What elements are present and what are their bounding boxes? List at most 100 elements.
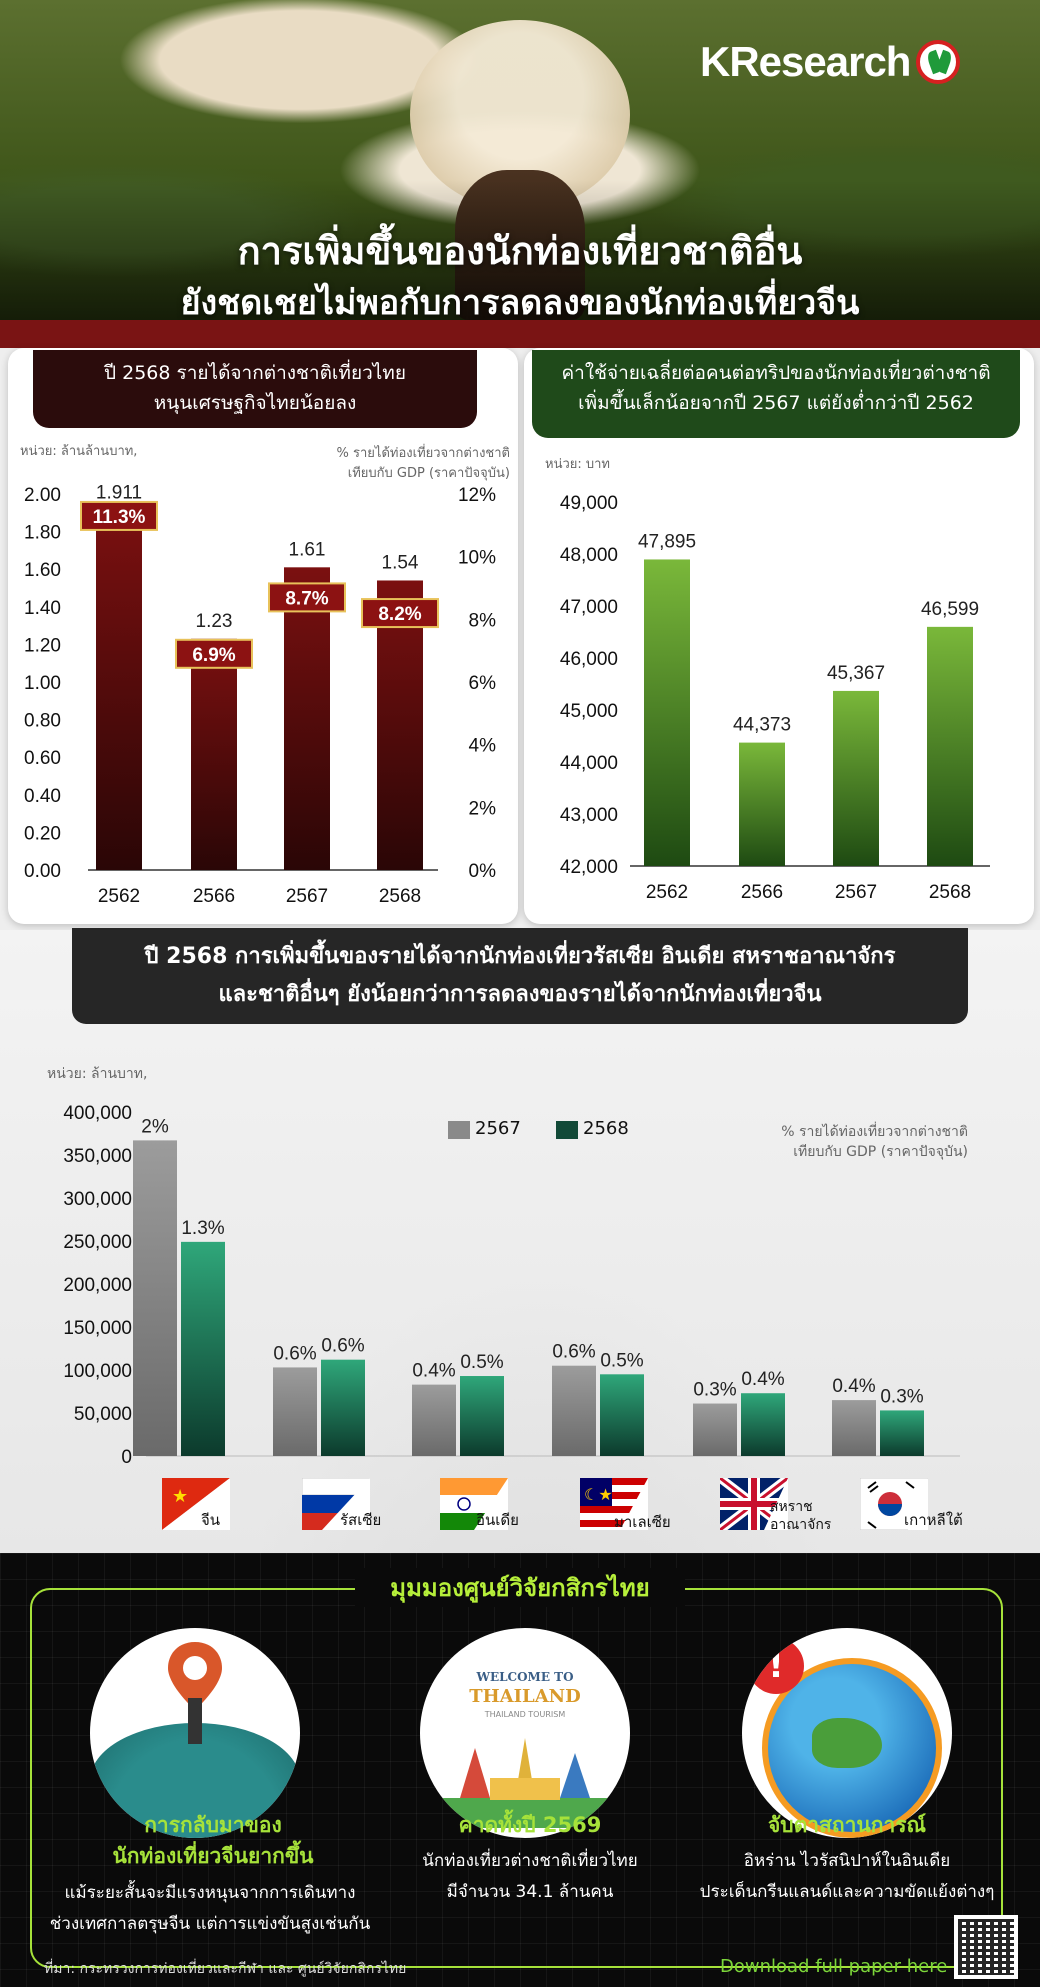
bar-2568 (321, 1359, 365, 1456)
spending-bar-chart: 42,000 43,000 44,000 45,000 46,000 47,000 48,0… (560, 493, 990, 903)
y-tick-label: 400,000 (63, 1103, 132, 1124)
y-tick-label: 1.80 (24, 523, 61, 544)
pct-label-2568: 1.3% (181, 1218, 224, 1239)
pct-badge-label: 11.3% (93, 507, 146, 528)
y2-tick-label: 12% (458, 485, 496, 506)
legend-label-2568: 2568 (583, 1118, 629, 1139)
bar-2568 (600, 1374, 644, 1456)
south-korea-flag-icon (860, 1478, 928, 1530)
bar (739, 742, 785, 866)
india-flag-icon (440, 1478, 508, 1530)
bar-2568 (741, 1393, 785, 1456)
bar-value-label: 44,373 (733, 715, 791, 736)
x-tick-label: 2567 (286, 886, 328, 907)
y-tick-label: 200,000 (63, 1275, 132, 1296)
map-pin-icon (168, 1642, 222, 1744)
y-tick-label: 0.60 (24, 748, 61, 769)
y-tick-label: 0.20 (24, 823, 61, 844)
y-tick-label: 1.20 (24, 635, 61, 656)
bar-value-label: 46,599 (921, 599, 979, 620)
alert-icon: ! (748, 1638, 804, 1694)
welcome-thailand-illustration: WELCOME TO THAILAND THAILAND TOURISM (420, 1628, 630, 1838)
kresearch-logo: KResearch (700, 38, 961, 86)
bar-2567 (693, 1403, 737, 1456)
bar-2567 (273, 1367, 317, 1456)
y2-tick-label: 2% (469, 798, 497, 819)
chinese-traveler-illustration (90, 1628, 300, 1838)
hero-title-line1: การเพิ่มขึ้นของนักท่องเที่ยวชาติอื่น (237, 229, 803, 273)
bar-2568 (460, 1376, 504, 1456)
svg-text:☾★: ☾★ (584, 1485, 613, 1504)
y-tick-label: 1.60 (24, 560, 61, 581)
x-tick-label: 2562 (98, 886, 140, 907)
bar-value-label: 1.61 (289, 539, 326, 560)
y-tick-label: 47,000 (560, 597, 618, 618)
category-label-china: จีน (201, 1511, 221, 1529)
outlook-title: มุมมองศูนย์วิจัยกสิกรไทย (355, 1568, 685, 1607)
qr-code[interactable] (954, 1915, 1018, 1979)
outlook-col3-title: จับตาสถานการณ์ (767, 1813, 926, 1837)
y2-tick-label: 6% (469, 673, 497, 694)
y2-tick-label: 8% (469, 610, 497, 631)
hero-banner (0, 0, 1040, 320)
outlook-col2-text: นักท่องเที่ยวต่างชาติเที่ยวไทย มีจำนวน 3… (422, 1851, 638, 1902)
y-tick-label: 50,000 (74, 1404, 132, 1425)
bar-2568 (880, 1410, 924, 1456)
bar-2567 (552, 1365, 596, 1456)
y-tick-label: 1.40 (24, 598, 61, 619)
revenue-bar-chart: 0.00 0.20 0.40 0.60 0.80 1.00 1.20 1.40 1.60 1.80… (24, 483, 497, 907)
x-tick-label: 2562 (646, 882, 688, 903)
legend-swatch-2568 (556, 1121, 578, 1139)
nationality-gdp-note: % รายได้ท่องเที่ยวจากต่างชาติ เทียบกับ G… (781, 1124, 968, 1160)
bar (284, 567, 330, 870)
x-tick-label: 2566 (193, 886, 235, 907)
nationality-section-title: ปี 2568 การเพิ่มขึ้นของรายได้จากนักท่องเ… (72, 928, 968, 1024)
source-note: ที่มา: กระทรวงการท่องเที่ยวและกีฬา และ ศ… (44, 1961, 407, 1977)
bar-value-label: 45,367 (827, 663, 885, 684)
y-tick-label: 300,000 (63, 1189, 132, 1210)
revenue-unit-label: หน่วย: ล้านล้านบาท, (20, 444, 138, 459)
bar-value-label: 47,895 (638, 531, 696, 552)
download-paper-link[interactable]: Download full paper here (720, 1956, 948, 1977)
x-tick-label: 2568 (379, 886, 421, 907)
malaysia-flag-icon: ☾★ (580, 1478, 648, 1530)
pct-label-2567: 2% (141, 1116, 169, 1137)
brand-name: KResearch (700, 38, 911, 85)
y-tick-label: 0.40 (24, 786, 61, 807)
y-tick-label: 0.80 (24, 711, 61, 732)
pct-label-2568: 0.5% (460, 1352, 503, 1373)
x-tick-label: 2566 (741, 882, 783, 903)
y-tick-label: 43,000 (560, 805, 618, 826)
pct-label-2568: 0.5% (600, 1350, 643, 1371)
pct-label-2567: 0.6% (273, 1343, 316, 1364)
pct-badge-label: 8.2% (378, 604, 421, 625)
globe-alert-illustration: ! (742, 1628, 952, 1838)
category-label-malaysia: มาเลเซีย (614, 1513, 671, 1531)
y2-tick-label: 0% (469, 861, 497, 882)
y-tick-label: 49,000 (560, 493, 618, 514)
outlook-col3-text: อิหร่าน ไวรัสนิปาห์ในอินเดีย ประเด็นกรีน… (699, 1851, 995, 1902)
pct-label-2568: 0.4% (741, 1369, 784, 1390)
x-tick-label: 2568 (929, 882, 971, 903)
category-label-uk: สหราช อาณาจักร (770, 1499, 832, 1533)
pct-label-2568: 0.3% (880, 1386, 923, 1407)
bar (377, 580, 423, 870)
pct-badge (268, 582, 346, 613)
y-tick-label: 42,000 (560, 857, 618, 878)
y-tick-label: 150,000 (63, 1318, 132, 1339)
pct-badge-label: 8.7% (285, 588, 328, 609)
y-tick-label: 48,000 (560, 545, 618, 566)
bar (833, 690, 879, 866)
pct-label-2567: 0.4% (412, 1361, 455, 1382)
bar-value-label: 1.54 (382, 552, 419, 573)
y-tick-label: 250,000 (63, 1232, 132, 1253)
legend-label-2567: 2567 (475, 1118, 521, 1139)
uk-flag-icon (720, 1478, 788, 1530)
bar (191, 638, 237, 870)
y2-tick-label: 10% (458, 548, 496, 569)
hero-title-line2: ยังชดเชยไม่พอกับการลดลงของนักท่องเที่ยวจ… (180, 283, 860, 323)
bar (927, 626, 973, 866)
bar-2567 (133, 1140, 177, 1456)
revenue-panel-title: ปี 2568 รายได้จากต่างชาติเที่ยวไทย หนุนเ… (33, 350, 477, 428)
china-flag-icon: ★ (162, 1478, 230, 1530)
